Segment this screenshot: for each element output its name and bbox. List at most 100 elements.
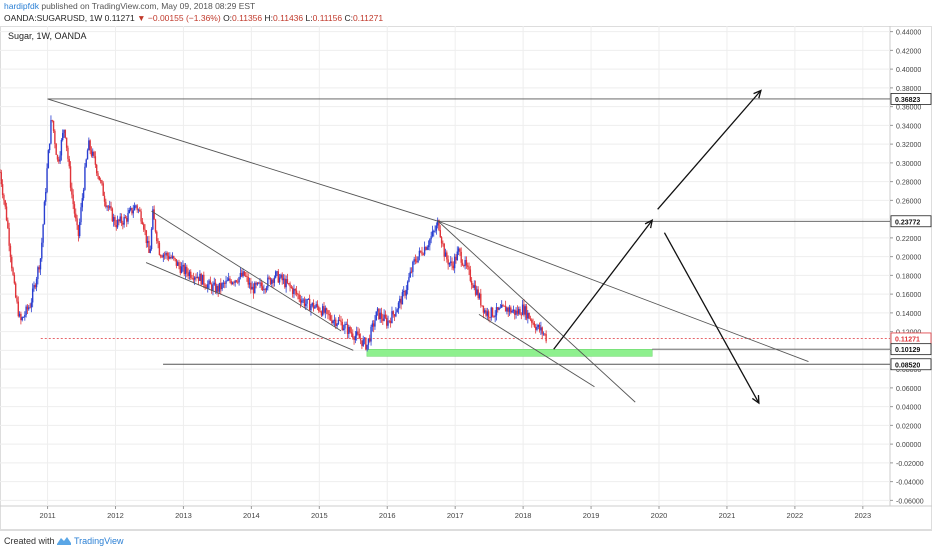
candle-body <box>243 271 246 276</box>
candle-body <box>282 278 285 281</box>
candle-body <box>426 247 428 250</box>
candle-body <box>540 327 542 331</box>
candle-body <box>97 173 99 177</box>
candle-body <box>448 262 451 265</box>
candle-body <box>122 222 124 225</box>
candle-body <box>179 266 181 273</box>
candle-body <box>220 282 222 290</box>
candle-body <box>409 271 411 278</box>
candle-body <box>162 254 165 258</box>
y-tick-label: 0.28000 <box>896 180 921 187</box>
candle-body <box>33 285 35 289</box>
candle-body <box>218 282 221 292</box>
y-tick-label: 0.08000 <box>896 367 921 374</box>
x-tick-label: 2021 <box>719 511 736 520</box>
projection-arrow <box>663 232 760 404</box>
candle-body <box>195 277 197 279</box>
price-chart[interactable]: 0.44000 0.42000 0.40000 0.38000 0.36000 0.340… <box>0 26 932 530</box>
candle-body <box>277 271 279 283</box>
candle-body <box>99 180 102 181</box>
candle-body <box>237 281 239 283</box>
candle-body <box>519 309 521 315</box>
candle-body <box>38 267 40 270</box>
candle-body <box>498 307 500 310</box>
candle-body <box>34 285 36 288</box>
x-tick-label: 2012 <box>107 511 124 520</box>
candle-body <box>254 282 256 294</box>
candle-body <box>447 259 449 265</box>
candle-body <box>473 285 475 288</box>
candle-body <box>192 278 195 280</box>
candle-body <box>224 282 226 284</box>
last-price: 0.11271 <box>104 13 135 23</box>
candle-body <box>274 271 277 278</box>
open-label: O: <box>223 13 233 23</box>
candle-body <box>393 314 396 317</box>
price-label: 0.23772 <box>895 219 920 226</box>
x-tick-label: 2020 <box>651 511 668 520</box>
candle-body <box>127 213 129 222</box>
candle-body <box>51 120 53 121</box>
created-with-text: Created with <box>4 536 55 546</box>
y-tick-label: -0.02000 <box>896 461 924 468</box>
candle-body <box>290 286 293 288</box>
candle-body <box>9 245 12 258</box>
candle-body <box>404 291 406 296</box>
candle-body <box>507 307 509 312</box>
candle-body <box>281 274 283 281</box>
candle-body <box>490 307 492 318</box>
candle-body <box>537 325 539 328</box>
high-label: H: <box>264 13 274 23</box>
candle-body <box>48 143 51 151</box>
candle-body <box>382 318 384 321</box>
candle-body <box>235 280 238 282</box>
candle-body <box>384 314 387 318</box>
candle-body <box>493 316 495 318</box>
candle-body <box>272 279 274 283</box>
candle-body <box>476 289 478 295</box>
candle-body <box>367 338 370 345</box>
candle-body <box>178 262 180 267</box>
price-label-box <box>890 358 932 371</box>
chart-area[interactable]: 0.44000 0.42000 0.40000 0.38000 0.36000 0.340… <box>0 26 932 530</box>
candle-body <box>111 208 114 222</box>
tradingview-brand[interactable]: TradingView <box>74 536 124 546</box>
candle-body <box>524 306 526 315</box>
candle-body <box>511 311 513 313</box>
candle-body <box>433 230 435 232</box>
candle-body <box>161 256 163 258</box>
candle-body <box>119 216 121 222</box>
candle-body <box>497 307 499 310</box>
candle-body <box>366 344 368 350</box>
x-tick-label: 2011 <box>39 511 55 520</box>
candle-body <box>379 312 381 320</box>
candle-body <box>105 201 107 207</box>
y-tick-label: 0.44000 <box>896 30 921 37</box>
candle-body <box>186 266 188 273</box>
candle-body <box>417 256 419 263</box>
candle-body <box>344 324 346 329</box>
price-label: 0.11271 <box>895 336 920 343</box>
candle-body <box>531 319 533 323</box>
candle-body <box>375 311 377 321</box>
candle-body <box>386 317 388 326</box>
candle-body <box>508 307 511 312</box>
candle-body <box>328 314 330 316</box>
candle-body <box>418 250 421 257</box>
candle-body <box>106 206 108 208</box>
candle-body <box>397 302 400 310</box>
author-link[interactable]: hardipfdk <box>4 1 39 11</box>
candle-body <box>378 308 380 320</box>
candle-body <box>210 284 213 291</box>
candle-body <box>193 277 196 280</box>
candle-body <box>180 266 183 273</box>
candle-body <box>251 286 253 290</box>
candle-body <box>259 282 261 284</box>
candle-body <box>478 293 481 299</box>
candle-body <box>405 290 408 296</box>
candle-body <box>430 236 432 240</box>
candle-body <box>76 218 78 226</box>
candle-body <box>252 286 255 294</box>
candle-body <box>137 209 140 211</box>
candle-body <box>135 205 137 207</box>
